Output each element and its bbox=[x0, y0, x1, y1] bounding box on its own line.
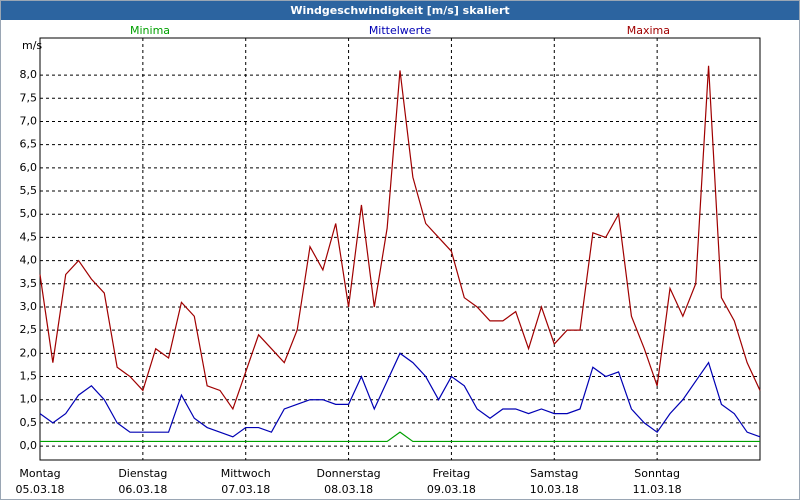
x-tick-label: Mittwoch bbox=[221, 467, 271, 480]
y-tick-label: 8,0 bbox=[20, 68, 38, 81]
y-tick-label: 0,0 bbox=[20, 439, 38, 452]
x-tick-date: 08.03.18 bbox=[324, 483, 373, 496]
y-unit: m/s bbox=[22, 39, 42, 52]
x-tick-label: Dienstag bbox=[118, 467, 167, 480]
x-tick-label: Samstag bbox=[530, 467, 578, 480]
x-tick-label: Freitag bbox=[433, 467, 471, 480]
y-tick-label: 1,5 bbox=[20, 370, 38, 383]
x-tick-date: 11.03.18 bbox=[633, 483, 682, 496]
chart-title: Windgeschwindigkeit [m/s] skaliert bbox=[290, 4, 509, 17]
x-tick-label: Sonntag bbox=[634, 467, 680, 480]
y-tick-label: 1,0 bbox=[20, 393, 38, 406]
y-tick-label: 6,0 bbox=[20, 161, 38, 174]
y-tick-label: 7,0 bbox=[20, 114, 38, 127]
x-tick-date: 10.03.18 bbox=[530, 483, 579, 496]
y-tick-label: 4,5 bbox=[20, 230, 38, 243]
series-line bbox=[39, 65, 761, 411]
legend-label: Mittelwerte bbox=[369, 24, 432, 37]
y-tick-label: 3,5 bbox=[20, 277, 38, 290]
y-tick-label: 3,0 bbox=[20, 300, 38, 313]
legend-label: Maxima bbox=[627, 24, 670, 37]
x-tick-date: 09.03.18 bbox=[427, 483, 476, 496]
y-tick-label: 4,0 bbox=[20, 254, 38, 267]
y-tick-label: 7,5 bbox=[20, 91, 38, 104]
series-line bbox=[39, 352, 761, 438]
y-tick-label: 0,5 bbox=[20, 416, 38, 429]
series-line bbox=[40, 431, 760, 443]
legend-label: Minima bbox=[130, 24, 170, 37]
x-tick-label: Montag bbox=[19, 467, 60, 480]
x-tick-date: 06.03.18 bbox=[118, 483, 167, 496]
y-tick-label: 2,5 bbox=[20, 323, 38, 336]
y-tick-label: 5,0 bbox=[20, 207, 38, 220]
y-tick-label: 6,5 bbox=[20, 138, 38, 151]
x-tick-date: 05.03.18 bbox=[16, 483, 65, 496]
y-tick-label: 2,0 bbox=[20, 346, 38, 359]
x-tick-label: Donnerstag bbox=[316, 467, 380, 480]
x-tick-date: 07.03.18 bbox=[221, 483, 270, 496]
title-bar bbox=[1, 1, 799, 20]
y-tick-label: 5,5 bbox=[20, 184, 38, 197]
